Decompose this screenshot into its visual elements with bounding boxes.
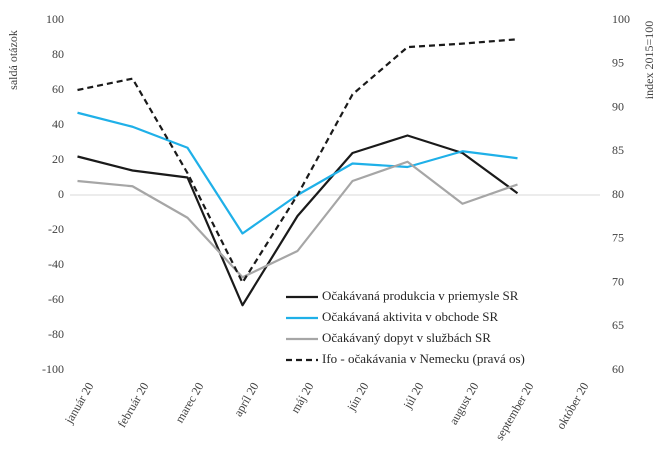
y2-tick-label: 70 [612,274,624,288]
legend-label: Očakávaná aktivita v obchode SR [322,309,498,324]
x-tick-label: august 20 [446,380,481,427]
legend-background [282,287,592,371]
y-tick-label: 20 [52,152,64,166]
y-tick-label: -100 [42,362,64,376]
y-tick-label: -40 [48,257,64,271]
x-tick-label: február 20 [115,380,152,430]
x-tick-label: október 20 [554,380,592,432]
y-axis-label: saldá otázok [6,30,20,90]
y-tick-label: -80 [48,327,64,341]
y2-tick-label: 65 [612,318,624,332]
x-tick-label: marec 20 [172,380,206,425]
y-tick-label: -20 [48,222,64,236]
x-tick-label: júl 20 [400,380,426,412]
y-tick-label: 0 [58,187,64,201]
y-tick-label: 100 [46,12,64,26]
y2-tick-label: 90 [612,99,624,113]
legend: Očakávaná produkcia v priemysle SR Očakáv… [282,287,592,371]
y2-tick-label: 95 [612,56,624,70]
legend-label: Očakávaný dopyt v službách SR [322,330,491,345]
y2-tick-label: 75 [612,231,624,245]
y2-axis-label: index 2015=100 [642,21,656,99]
y-tick-label: 40 [52,117,64,131]
x-tick-label: jún 20 [344,380,372,414]
y-tick-label: 60 [52,82,64,96]
x-tick-label: apríl 20 [231,380,262,419]
legend-label: Ifo - očakávania v Nemecku (pravá os) [322,351,525,366]
x-tick-label: január 20 [61,380,96,427]
legend-label: Očakávaná produkcia v priemysle SR [322,288,519,303]
y-tick-label: 80 [52,47,64,61]
y2-tick-label: 80 [612,187,624,201]
y2-tick-label: 85 [612,143,624,157]
y2-tick-label: 60 [612,362,624,376]
y-tick-label: -60 [48,292,64,306]
x-tick-label: september 20 [492,380,536,443]
line-series [77,160,518,279]
y2-tick-label: 100 [612,12,630,26]
line-series [77,134,519,307]
x-tick-label: máj 20 [288,380,317,416]
line-series [77,38,518,284]
